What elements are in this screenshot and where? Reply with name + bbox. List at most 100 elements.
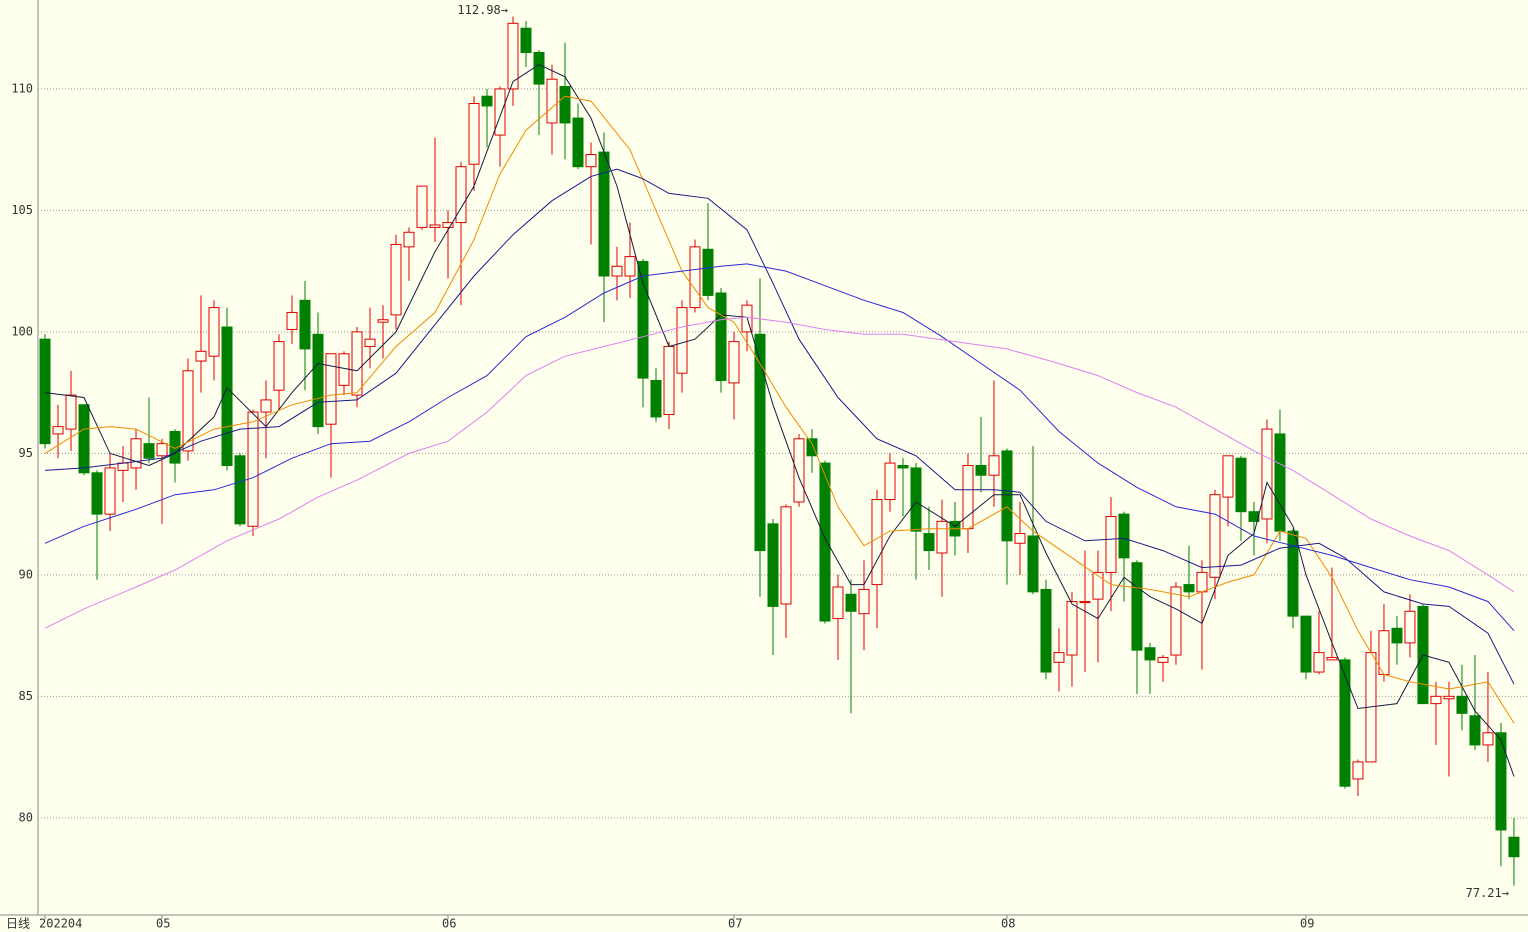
candle-body xyxy=(676,307,688,374)
candle-body xyxy=(1196,571,1208,593)
candle-body xyxy=(585,154,597,168)
candle-body xyxy=(156,443,168,457)
candle-body xyxy=(247,411,259,527)
candle-body xyxy=(767,523,779,607)
candle-body xyxy=(1092,571,1104,600)
candle-body xyxy=(481,95,493,107)
moving-average xyxy=(44,316,1515,629)
candle-body xyxy=(1248,511,1260,522)
candle-body xyxy=(377,319,389,323)
candle-body xyxy=(208,307,220,357)
candle-body xyxy=(39,338,51,445)
candle-body xyxy=(1287,530,1299,617)
candle-body xyxy=(845,593,857,612)
extreme-label: 77.21→ xyxy=(1466,886,1509,900)
candle-body xyxy=(715,292,727,381)
candle-body xyxy=(1014,533,1026,544)
candle-body xyxy=(663,345,675,415)
candle-body xyxy=(1157,656,1169,663)
candle-body xyxy=(273,341,285,391)
moving-average xyxy=(44,95,1515,724)
x-tick-label: 07 xyxy=(728,917,742,931)
candle-body xyxy=(546,78,558,124)
candle-body xyxy=(1235,457,1247,513)
candle-body xyxy=(832,586,844,620)
candle-body xyxy=(1443,695,1455,700)
candle-body xyxy=(52,426,64,435)
candle-body xyxy=(1482,732,1494,746)
x-tick-label: 08 xyxy=(1001,917,1015,931)
candle-body xyxy=(858,588,870,615)
candle-body xyxy=(1352,761,1364,780)
candle-body xyxy=(1274,433,1286,532)
candle-body xyxy=(520,27,532,53)
candle-body xyxy=(559,85,571,124)
candle-body xyxy=(234,455,246,525)
candle-body xyxy=(884,462,896,501)
candle-body xyxy=(260,399,272,413)
candle-body xyxy=(728,341,740,384)
candle-body xyxy=(1222,455,1234,498)
candle-body xyxy=(130,438,142,469)
candle-body xyxy=(1105,516,1117,573)
candle-body xyxy=(351,331,363,396)
y-tick-label: 90 xyxy=(19,567,33,581)
candle-body xyxy=(403,231,415,248)
candle-body xyxy=(1066,601,1078,656)
candle-body xyxy=(117,462,129,471)
candle-body xyxy=(1261,428,1273,520)
candle-body xyxy=(806,438,818,457)
candle-body xyxy=(1339,659,1351,787)
candle-body xyxy=(1209,494,1221,578)
candle-body xyxy=(429,224,441,228)
candle-body xyxy=(1391,627,1403,644)
x-tick-label: 09 xyxy=(1300,917,1314,931)
y-tick-label: 85 xyxy=(19,689,33,703)
candle-body xyxy=(910,467,922,532)
candle-body xyxy=(312,333,324,428)
candle-body xyxy=(442,222,454,228)
candle-body xyxy=(702,248,714,296)
candle-body xyxy=(390,243,402,316)
candle-body xyxy=(221,326,233,467)
candle-body xyxy=(182,370,194,452)
candle-body xyxy=(1040,588,1052,673)
candle-body xyxy=(1027,535,1039,593)
candle-body xyxy=(572,117,584,168)
candle-body xyxy=(91,472,103,515)
candle-body xyxy=(871,499,883,586)
x-tick-label: 202204 xyxy=(39,917,82,931)
candle-body xyxy=(1508,836,1520,858)
candle-body xyxy=(143,443,155,459)
candle-body xyxy=(1053,652,1065,663)
candle-body xyxy=(975,465,987,476)
x-tick-label: 06 xyxy=(442,917,456,931)
candle-body xyxy=(1404,610,1416,644)
candle-body xyxy=(793,438,805,503)
candle-body xyxy=(1144,647,1156,661)
candle-body xyxy=(936,520,948,554)
candle-body xyxy=(169,431,181,464)
candle-body xyxy=(988,455,1000,476)
moving-average xyxy=(44,263,1515,632)
candle-body xyxy=(1300,615,1312,673)
candle-body xyxy=(598,151,610,277)
candle-body xyxy=(624,256,636,277)
y-tick-label: 105 xyxy=(11,203,33,217)
y-tick-label: 100 xyxy=(11,324,33,338)
candle-body xyxy=(1430,695,1442,705)
candle-body xyxy=(1118,513,1130,559)
candle-body xyxy=(637,260,649,379)
candle-body xyxy=(1469,715,1481,746)
candle-body xyxy=(195,350,207,362)
candle-body xyxy=(1001,450,1013,542)
candle-body xyxy=(325,353,337,425)
candle-body xyxy=(455,166,467,224)
candle-body xyxy=(1170,586,1182,656)
moving-average xyxy=(44,64,1515,777)
candle-body xyxy=(65,394,77,430)
y-tick-label: 110 xyxy=(11,81,33,95)
candle-body xyxy=(923,533,935,552)
period-label: 日线 xyxy=(6,917,30,931)
